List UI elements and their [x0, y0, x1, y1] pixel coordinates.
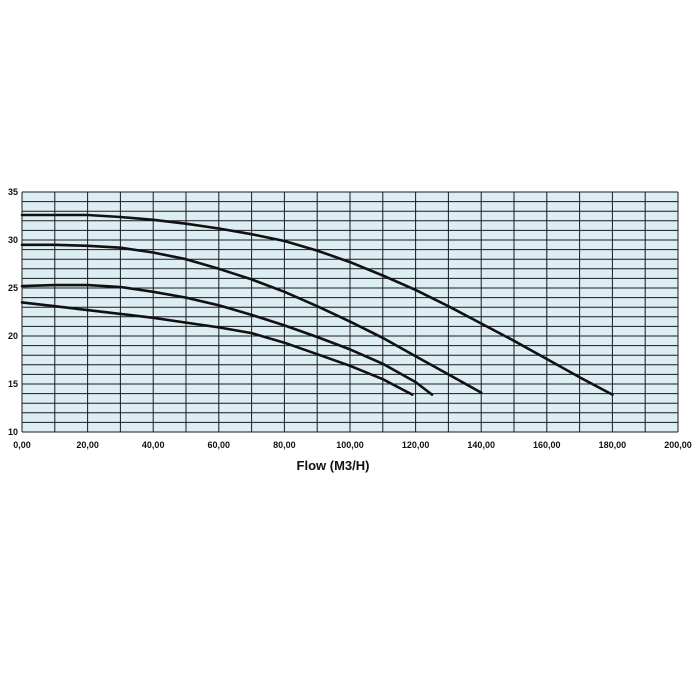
- grid: [21, 191, 679, 433]
- x-tick-label: 160,00: [533, 440, 561, 450]
- x-tick-label: 100,00: [336, 440, 364, 450]
- x-tick-labels: 0,00 20,00 40,00 60,00 80,00 100,00 120,00 140,…: [13, 440, 692, 450]
- y-tick-label: 30: [8, 235, 18, 245]
- series-lines: [20, 213, 614, 396]
- x-tick-label: 0,00: [13, 440, 31, 450]
- x-tick-label: 40,00: [142, 440, 165, 450]
- y-tick-labels: 10 15 20 25 30 35: [8, 187, 18, 437]
- y-tick-label: 10: [8, 427, 18, 437]
- x-tick-label: 200,00: [664, 440, 692, 450]
- y-tick-label: 20: [8, 331, 18, 341]
- series-line-3: [20, 283, 434, 396]
- y-tick-label: 35: [8, 187, 18, 197]
- series-line-2: [20, 243, 483, 394]
- y-tick-label: 15: [8, 379, 18, 389]
- x-tick-label: 20,00: [76, 440, 99, 450]
- x-tick-label: 140,00: [467, 440, 495, 450]
- x-axis-label: Flow (M3/H): [297, 458, 370, 473]
- x-tick-label: 80,00: [273, 440, 296, 450]
- x-tick-label: 60,00: [208, 440, 231, 450]
- series-line-4: [20, 301, 414, 396]
- y-tick-label: 25: [8, 283, 18, 293]
- series-line-1: [20, 213, 614, 396]
- x-tick-label: 120,00: [402, 440, 430, 450]
- x-tick-label: 180,00: [599, 440, 627, 450]
